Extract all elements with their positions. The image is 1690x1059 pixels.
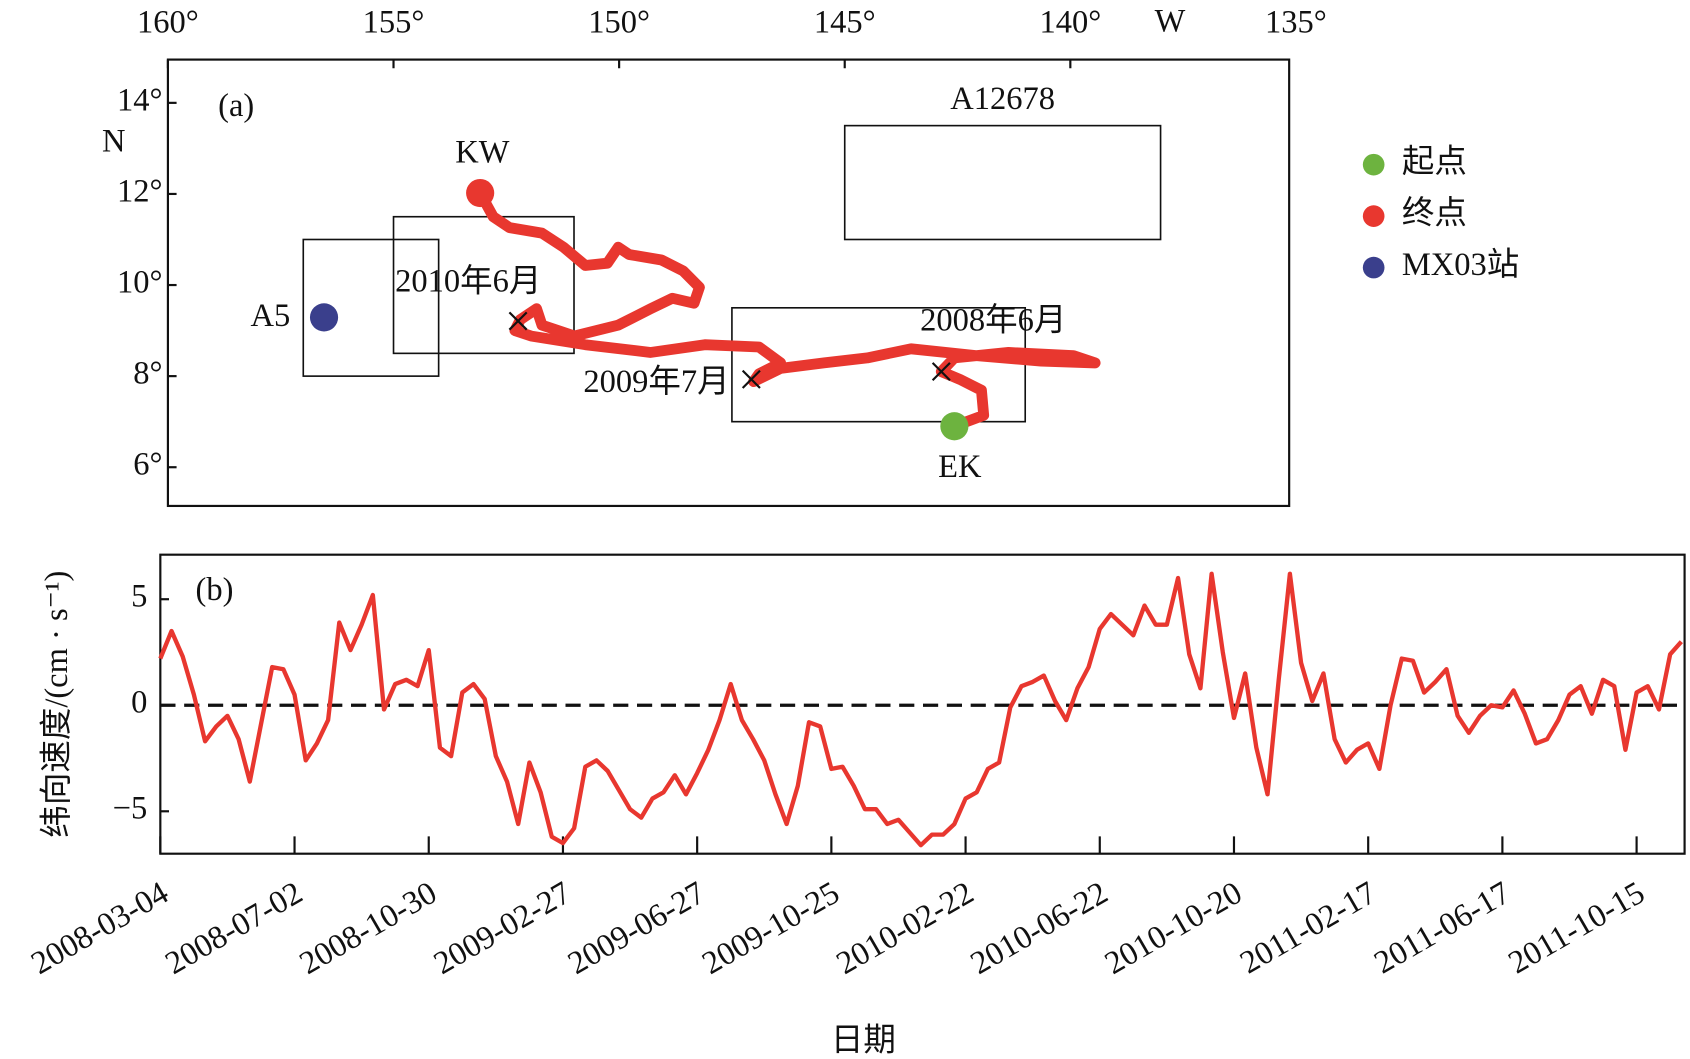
x-axis-label: 日期 <box>831 1023 896 1059</box>
x-tick-label: 135° <box>1265 4 1327 40</box>
region-box <box>843 124 1162 241</box>
point-label: EK <box>938 449 982 485</box>
x-tick-label: 2009-02-27 <box>428 875 577 982</box>
x-tick-label: 155° <box>363 4 425 40</box>
y-tick-label: 10° <box>117 264 162 300</box>
legend-label: 终点 <box>1402 195 1467 232</box>
legend-marker <box>1362 205 1385 227</box>
point-label: KW <box>455 135 509 171</box>
x-tick-label: 2011-02-17 <box>1234 875 1382 981</box>
x-tick-label: 2008-03-04 <box>25 875 174 982</box>
legend-marker <box>1362 153 1385 176</box>
y-axis-label: 纬向速度/(cm · s⁻¹) <box>38 571 75 838</box>
x-tick-label: 2008-10-30 <box>294 875 443 982</box>
x-tick-label: 150° <box>588 4 650 40</box>
x-tick-label: 2010-10-20 <box>1099 875 1248 982</box>
legend-label: MX03站 <box>1402 246 1519 283</box>
box-label: A5 <box>251 298 291 334</box>
plot-frame <box>166 58 1291 508</box>
panel-label: (b) <box>196 572 234 608</box>
legend-marker <box>1362 256 1385 279</box>
y-tick-label: 5 <box>131 579 147 615</box>
x-tick-label: 160° <box>137 4 199 40</box>
x-tick-label: 2011-06-17 <box>1368 875 1516 981</box>
legend-label: 起点 <box>1402 144 1467 180</box>
marker-label: 2008年6月 <box>920 301 1066 338</box>
x-tick-label: 2009-10-25 <box>696 875 845 982</box>
cross-marker <box>508 311 528 331</box>
y-tick-label: −5 <box>113 791 148 827</box>
x-tick-label: 2009-06-27 <box>562 875 711 982</box>
series-line <box>158 571 1683 848</box>
x-tick-label: 2010-06-22 <box>965 875 1114 982</box>
region-box <box>302 238 440 377</box>
marker-label: 2010年6月 <box>395 263 541 300</box>
marker-label: 2009年7月 <box>583 363 729 400</box>
x-tick-label: 140° <box>1039 4 1101 40</box>
x-tick-label: 2010-02-22 <box>830 875 979 982</box>
point <box>309 303 339 332</box>
panel-label: (a) <box>218 88 254 124</box>
x-tick-label: 145° <box>814 4 876 40</box>
x-tick-label: 2011-10-15 <box>1503 875 1651 981</box>
box-label: A12678 <box>950 81 1055 117</box>
y-tick-label: 6° <box>133 447 162 483</box>
cross-marker <box>741 369 761 389</box>
y-axis-label: N <box>102 124 125 160</box>
y-tick-label: 12° <box>117 173 162 209</box>
x-tick-label: 2008-07-02 <box>159 875 308 982</box>
point <box>466 178 495 208</box>
point <box>940 412 969 441</box>
track-line <box>474 187 1101 432</box>
y-tick-label: 0 <box>131 685 147 721</box>
y-tick-label: 14° <box>117 82 162 118</box>
region-box <box>392 215 575 355</box>
cross-marker <box>931 362 951 382</box>
y-tick-label: 8° <box>133 356 162 392</box>
x-axis-label: W <box>1155 3 1186 39</box>
